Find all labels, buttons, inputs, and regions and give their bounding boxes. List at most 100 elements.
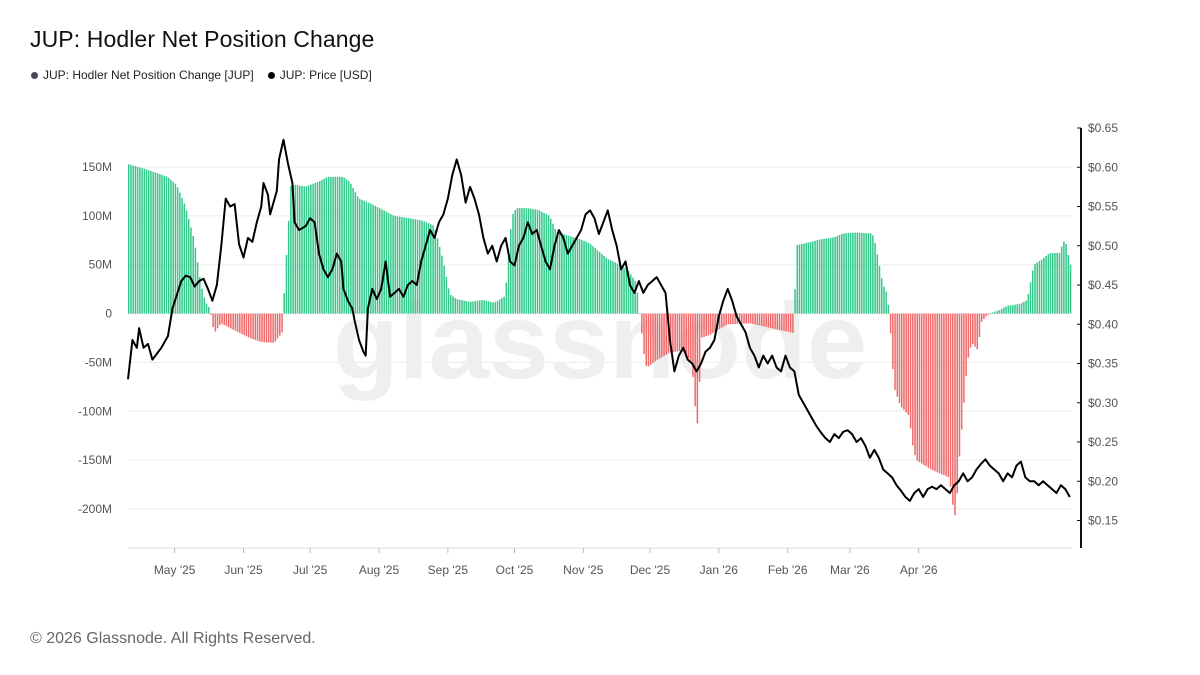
net-position-bar [834,236,836,314]
net-position-bar [583,240,585,314]
x-tick-label: Oct '25 [496,563,534,577]
net-position-bar [396,216,399,314]
net-position-bar [636,292,639,314]
net-position-bar [510,229,512,314]
net-position-bar [987,313,990,315]
net-position-bar [1049,253,1052,314]
net-position-bar [552,223,554,314]
net-position-bar [183,203,186,314]
net-position-bar [983,313,985,319]
net-position-bar [261,313,263,342]
net-position-bar [170,179,172,314]
net-position-bar [250,313,252,339]
x-tick-label: Aug '25 [359,563,400,577]
y-right-tick-label: $0.40 [1088,317,1118,331]
net-position-bar [363,200,365,314]
net-position-bar [761,313,763,327]
net-position-bar [772,313,774,329]
net-position-bar [872,235,874,314]
net-position-bar [687,313,690,359]
net-position-bar [381,209,383,314]
x-tick-label: Sep '25 [428,563,469,577]
net-position-bar [920,313,923,464]
net-position-bar [392,215,394,314]
y-right-tick-label: $0.55 [1088,200,1118,214]
net-position-bar [574,237,576,314]
y-right-tick-label: $0.50 [1088,239,1118,253]
net-position-bar [505,282,508,314]
net-position-bar [478,300,481,314]
net-position-bar [654,313,656,362]
net-position-bar [263,313,265,343]
net-position-bar [558,232,561,314]
net-position-bar [805,242,807,314]
x-tick-label: Mar '26 [830,563,870,577]
net-position-bar [947,313,950,478]
net-position-bar [1036,262,1038,314]
net-position-bar [456,299,459,314]
net-position-bar [441,255,443,314]
net-position-bar [232,313,234,330]
net-position-bar [532,209,534,314]
net-position-bar [581,239,583,314]
net-position-bar [1063,241,1065,314]
legend-item-net-position[interactable]: JUP: Hodler Net Position Change [JUP] [31,68,254,82]
net-position-bar [863,233,865,314]
net-position-bar [1020,303,1023,314]
y-left-tick-label: -150M [78,453,112,467]
net-position-bar [265,313,268,343]
legend-item-price[interactable]: JUP: Price [USD] [267,68,372,82]
net-position-bar [367,202,370,314]
net-position-bar [703,313,705,337]
net-position-bar [305,186,308,314]
net-position-bar [285,254,288,314]
net-position-bar [925,313,927,467]
net-position-bar [356,196,359,314]
net-position-bar [745,313,747,324]
net-position-bar [783,313,785,331]
net-position-bar [607,259,610,314]
net-position-bar [903,313,905,411]
net-position-bar [854,232,856,314]
net-position-bar [709,313,712,335]
net-position-bar [643,313,645,355]
net-position-bar [556,231,559,314]
net-position-bar [787,313,790,332]
net-position-bar [756,313,759,326]
net-position-bar [952,313,954,505]
net-position-bar [976,313,978,350]
net-position-bar [272,313,274,343]
net-position-bar [683,313,685,353]
net-position-bar [374,205,377,314]
net-position-bar [614,262,616,314]
net-position-bar [323,178,325,314]
net-position-bar [718,313,721,330]
chart-title: JUP: Hodler Net Position Change [30,26,375,52]
net-position-bar [139,167,141,314]
net-position-bar [945,313,947,477]
net-position-bar [319,181,321,314]
net-position-bar [252,313,254,340]
net-position-bar [914,313,916,456]
net-position-bar [1052,253,1054,314]
net-position-bar [638,313,641,314]
net-position-bar [507,255,510,314]
price-line [127,138,1071,502]
net-position-bar [832,237,834,314]
net-position-bar [187,218,190,314]
net-position-bar [590,244,592,314]
net-position-bar [152,171,154,314]
net-position-bar [769,313,772,328]
net-position-bar [281,313,283,333]
net-position-bar [1000,308,1003,314]
net-position-bar [416,219,419,314]
net-position-bar [176,187,179,314]
net-position-bar [663,313,665,356]
net-position-bar [1032,270,1034,314]
net-position-bar [936,313,939,473]
net-position-bar [734,313,736,324]
net-position-bar [330,176,332,314]
net-position-bar [1056,253,1058,314]
net-position-bar [896,313,899,397]
